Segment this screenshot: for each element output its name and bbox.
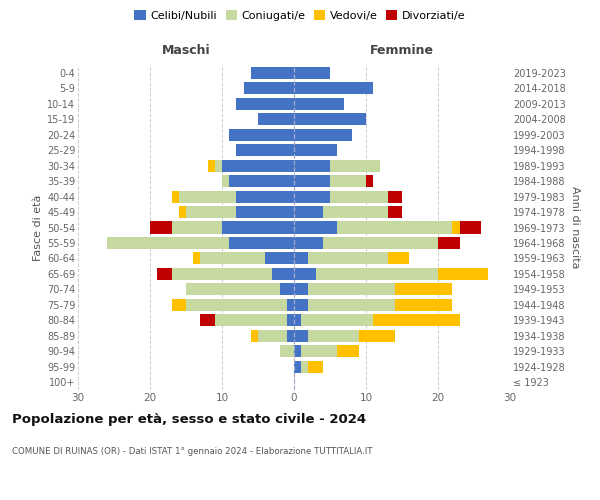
Bar — [265, 252, 294, 264]
Bar — [229, 237, 294, 249]
Bar — [294, 346, 301, 358]
Text: COMUNE DI RUINAS (OR) - Dati ISTAT 1° gennaio 2024 - Elaborazione TUTTITALIA.IT: COMUNE DI RUINAS (OR) - Dati ISTAT 1° ge… — [12, 448, 373, 456]
Bar — [294, 144, 337, 156]
Bar — [287, 330, 294, 342]
Bar — [452, 222, 460, 234]
Bar — [323, 206, 388, 218]
Bar — [200, 252, 265, 264]
Bar — [272, 268, 294, 280]
Bar — [294, 206, 323, 218]
Bar — [107, 237, 229, 249]
Bar — [294, 160, 330, 172]
Bar — [179, 206, 186, 218]
Bar — [395, 299, 452, 311]
Bar — [236, 206, 294, 218]
Bar — [236, 190, 294, 202]
Text: Femmine: Femmine — [370, 44, 434, 57]
Bar — [323, 237, 438, 249]
Legend: Celibi/Nubili, Coniugati/e, Vedovi/e, Divorziati/e: Celibi/Nubili, Coniugati/e, Vedovi/e, Di… — [132, 8, 468, 23]
Bar — [222, 175, 229, 187]
Bar — [373, 314, 460, 326]
Bar — [294, 314, 301, 326]
Bar — [258, 330, 287, 342]
Bar — [222, 222, 294, 234]
Bar — [251, 66, 294, 79]
Bar — [294, 252, 308, 264]
Bar — [330, 160, 380, 172]
Y-axis label: Fasce di età: Fasce di età — [32, 194, 43, 260]
Bar — [229, 175, 294, 187]
Bar — [236, 98, 294, 110]
Bar — [222, 160, 294, 172]
Bar — [337, 222, 452, 234]
Bar — [251, 330, 258, 342]
Bar — [294, 284, 308, 296]
Bar — [172, 268, 272, 280]
Bar — [157, 268, 172, 280]
Bar — [294, 190, 330, 202]
Bar — [388, 206, 402, 218]
Bar — [294, 222, 337, 234]
Bar — [294, 82, 373, 94]
Bar — [208, 160, 215, 172]
Bar — [294, 128, 352, 140]
Bar — [287, 314, 294, 326]
Bar — [330, 190, 388, 202]
Bar — [388, 252, 409, 264]
Bar — [308, 361, 323, 373]
Bar — [366, 175, 373, 187]
Bar — [301, 314, 373, 326]
Bar — [294, 268, 316, 280]
Bar — [388, 190, 402, 202]
Bar — [258, 113, 294, 125]
Y-axis label: Anni di nascita: Anni di nascita — [570, 186, 580, 269]
Bar — [179, 190, 236, 202]
Text: Maschi: Maschi — [161, 44, 211, 57]
Bar — [280, 346, 294, 358]
Bar — [186, 206, 236, 218]
Bar — [294, 175, 330, 187]
Bar — [172, 222, 222, 234]
Bar — [294, 66, 330, 79]
Bar — [150, 222, 172, 234]
Bar — [229, 128, 294, 140]
Bar — [359, 330, 395, 342]
Bar — [294, 237, 323, 249]
Bar — [172, 190, 179, 202]
Bar — [294, 361, 301, 373]
Bar — [294, 98, 344, 110]
Bar — [193, 252, 200, 264]
Bar — [172, 299, 186, 311]
Bar — [294, 113, 366, 125]
Bar — [438, 237, 460, 249]
Bar — [280, 284, 294, 296]
Bar — [294, 330, 308, 342]
Bar — [337, 346, 359, 358]
Bar — [186, 284, 280, 296]
Bar — [244, 82, 294, 94]
Bar — [395, 284, 452, 296]
Bar — [301, 361, 308, 373]
Text: Popolazione per età, sesso e stato civile - 2024: Popolazione per età, sesso e stato civil… — [12, 412, 366, 426]
Bar — [236, 144, 294, 156]
Bar — [215, 314, 287, 326]
Bar — [308, 330, 359, 342]
Bar — [438, 268, 488, 280]
Bar — [287, 299, 294, 311]
Bar — [301, 346, 337, 358]
Bar — [200, 314, 215, 326]
Bar — [294, 299, 308, 311]
Bar — [460, 222, 481, 234]
Bar — [308, 284, 395, 296]
Bar — [308, 252, 388, 264]
Bar — [215, 160, 222, 172]
Bar — [330, 175, 366, 187]
Bar — [308, 299, 395, 311]
Bar — [186, 299, 287, 311]
Bar — [316, 268, 438, 280]
